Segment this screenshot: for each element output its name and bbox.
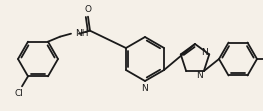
Text: Cl: Cl (14, 89, 23, 98)
Text: N: N (201, 48, 208, 57)
Text: NH: NH (75, 29, 89, 38)
Text: N: N (141, 83, 148, 92)
Text: N: N (196, 71, 203, 80)
Text: O: O (84, 5, 92, 14)
